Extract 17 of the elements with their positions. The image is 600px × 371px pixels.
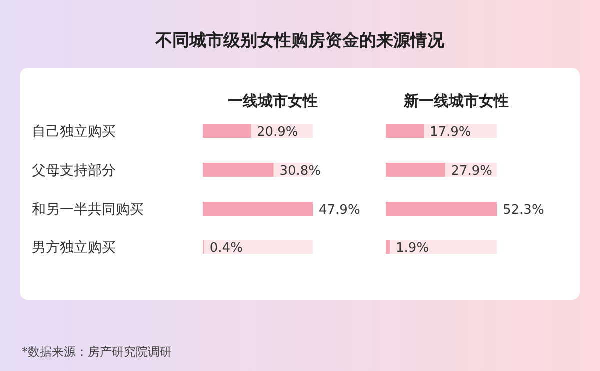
- data-label: 1.9%: [396, 241, 430, 256]
- text: *数据来源：房产研究院调研: [22, 345, 172, 359]
- chart-title: 不同城市级别女性购房资金的来源情况: [154, 31, 446, 51]
- data-label: 0.4%: [210, 241, 243, 256]
- chart-subtitle: 一线城市女性: [228, 92, 318, 110]
- y-tick-label: 父母支持部分: [32, 163, 116, 179]
- data-label: 20.9%: [256, 125, 298, 140]
- data-label: 27.9%: [451, 164, 493, 179]
- data-label: 52.3%: [503, 203, 544, 218]
- chart-subtitle: 新一线城市女性: [403, 92, 509, 110]
- data-label: 17.9%: [430, 125, 472, 140]
- data-label: 30.8%: [280, 164, 322, 179]
- bar: [386, 240, 390, 254]
- data-label: 47.9%: [319, 203, 360, 218]
- y-tick-label: 自己独立购买: [32, 124, 116, 140]
- y-tick-label: 和另一半共同购买: [32, 202, 144, 218]
- y-tick-label: 男方独立购买: [32, 240, 116, 256]
